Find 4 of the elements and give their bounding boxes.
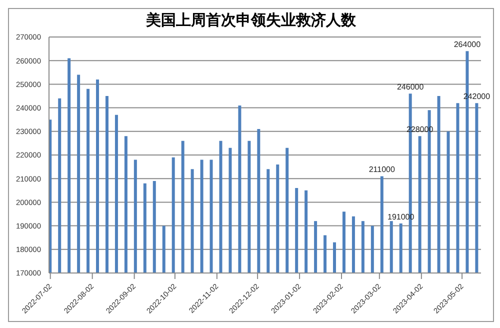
data-label: 246000: [396, 82, 424, 92]
chart-title: 美国上周首次申领失业救济人数: [145, 10, 357, 31]
data-label: 211000: [368, 165, 396, 174]
data-label: 264000: [454, 40, 482, 50]
